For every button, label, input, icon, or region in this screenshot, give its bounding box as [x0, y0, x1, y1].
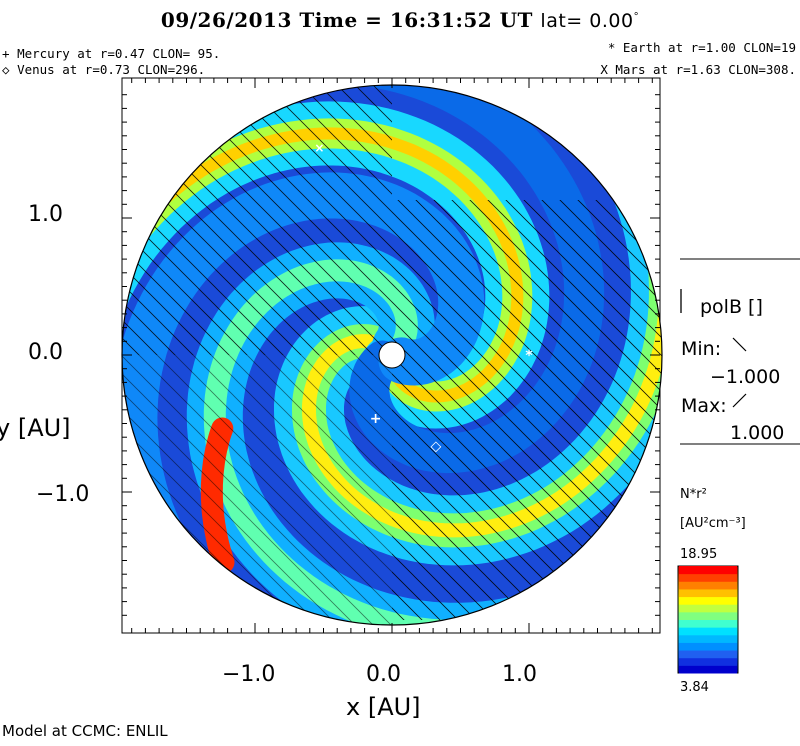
planet-marker: ◇ [430, 438, 441, 454]
sun-icon [378, 341, 406, 369]
colorbar-band [679, 566, 737, 575]
mercury-legend: + Mercury at r=0.47 CLON= 95. [2, 46, 220, 61]
planet-markers: + ◇ * × [314, 141, 533, 455]
mercury-legend-text: Mercury at r=0.47 CLON= 95. [17, 46, 221, 61]
y-tick-label: 0.0 [28, 340, 63, 365]
colorbar-units: [AU²cm⁻³] [680, 516, 746, 531]
colorbar-band [679, 588, 737, 598]
min-label: Min: [681, 338, 722, 360]
colorbar-band [679, 642, 737, 651]
y-tick-label: −1.0 [36, 482, 90, 507]
title-time: 16:31:52 UT [389, 8, 533, 32]
colorbar-band [679, 581, 737, 590]
x-tick-label: 0.0 [366, 662, 401, 687]
planet-marker: × [314, 141, 324, 155]
colorbar-band [679, 634, 737, 643]
x-tick-label: 1.0 [502, 662, 537, 687]
chart-title: 09/26/2013 Time = 16:31:52 UT lat= 0.00° [0, 8, 800, 32]
colorbar-quantity: N*r² [680, 487, 707, 502]
colorbar-band [679, 657, 737, 666]
venus-legend: ◇ Venus at r=0.73 CLON=296. [2, 62, 205, 77]
planet-marker: * [525, 348, 533, 364]
colorbar-band [679, 665, 737, 674]
colorbar-max: 18.95 [680, 547, 718, 562]
min-hatch-icon [732, 337, 747, 352]
planet-marker: + [370, 411, 382, 427]
mars-legend: X Mars at r=1.63 CLON=308. [600, 62, 796, 77]
y-axis-label: y [AU] [0, 414, 71, 442]
max-label: Max: [681, 395, 727, 417]
polarity-label: polB [] [700, 296, 763, 318]
colorbar-band [679, 604, 737, 613]
colorbar-bands [679, 566, 737, 674]
colorbar-min: 3.84 [680, 680, 709, 695]
colorbar-band [679, 596, 737, 605]
min-value: −1.000 [710, 366, 781, 388]
colorbar-band [679, 611, 737, 620]
title-lat-label: lat= [540, 10, 583, 32]
mars-legend-text: Mars at r=1.63 CLON=308. [615, 62, 796, 77]
max-hatch-icon [732, 393, 747, 408]
mars-symbol: X [600, 62, 608, 77]
colorbar-band [679, 650, 737, 659]
title-lat-value: 0.00 [589, 10, 634, 32]
y-tick-label: 1.0 [28, 202, 63, 227]
colorbar-band [679, 619, 737, 628]
max-value: 1.000 [730, 422, 785, 444]
earth-symbol: * [607, 40, 616, 55]
title-date: 09/26/2013 [160, 8, 292, 32]
colorbar-band [679, 627, 737, 636]
title-lat-unit: ° [633, 11, 640, 23]
earth-legend-text: Earth at r=1.00 CLON=19 [622, 40, 796, 55]
title-time-label: Time = [299, 8, 383, 32]
x-tick-label: −1.0 [222, 662, 276, 687]
model-credit: Model at CCMC: ENLIL [2, 722, 168, 740]
venus-symbol: ◇ [2, 62, 10, 77]
x-axis-label: x [AU] [346, 693, 421, 721]
earth-legend: * Earth at r=1.00 CLON=19 [608, 40, 796, 55]
venus-legend-text: Venus at r=0.73 CLON=296. [17, 62, 206, 77]
axis-ticks [122, 78, 660, 633]
mercury-symbol: + [2, 46, 10, 61]
colorbar-band [679, 573, 737, 582]
